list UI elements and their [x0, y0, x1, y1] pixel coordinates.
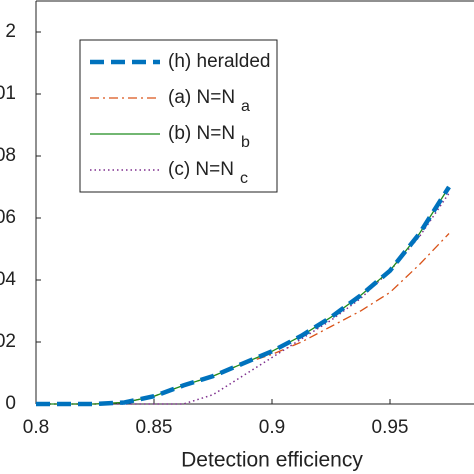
series-line	[36, 192, 450, 405]
x-tick-label: 0.95	[372, 417, 409, 438]
x-tick-label: 0.8	[23, 417, 49, 438]
y-tick-label: 01	[0, 83, 16, 104]
y-tick-label: 0	[5, 393, 16, 414]
legend-text: (b) N=N	[168, 123, 235, 144]
legend-box	[79, 39, 278, 193]
legend-text: (a) N=N	[168, 87, 235, 108]
legend-text: (h) heralded	[168, 51, 270, 72]
legend-label: (h) heralded	[168, 51, 270, 72]
x-axis-label: Detection efficiency	[181, 449, 363, 472]
legend-label: (a) N=N a	[168, 87, 250, 115]
series-line	[36, 186, 450, 405]
series-line	[36, 185, 451, 407]
y-tick-label: 06	[0, 207, 16, 228]
legend-subscript: c	[240, 170, 248, 187]
series-line	[36, 233, 450, 405]
legend-label: (b) N=N b	[168, 123, 250, 151]
legend-subscript: b	[241, 134, 250, 151]
y-tick-label: 2	[5, 21, 16, 42]
y-tick-label: 04	[0, 269, 16, 290]
y-tick-label: 08	[0, 145, 16, 166]
x-tick-label: 0.9	[259, 417, 285, 438]
legend-subscript: a	[241, 98, 250, 115]
legend-label: (c) N=N c	[168, 159, 248, 187]
legend-text: (c) N=N	[168, 159, 234, 180]
y-tick-label: 02	[0, 331, 16, 352]
x-tick-label: 0.85	[136, 417, 173, 438]
